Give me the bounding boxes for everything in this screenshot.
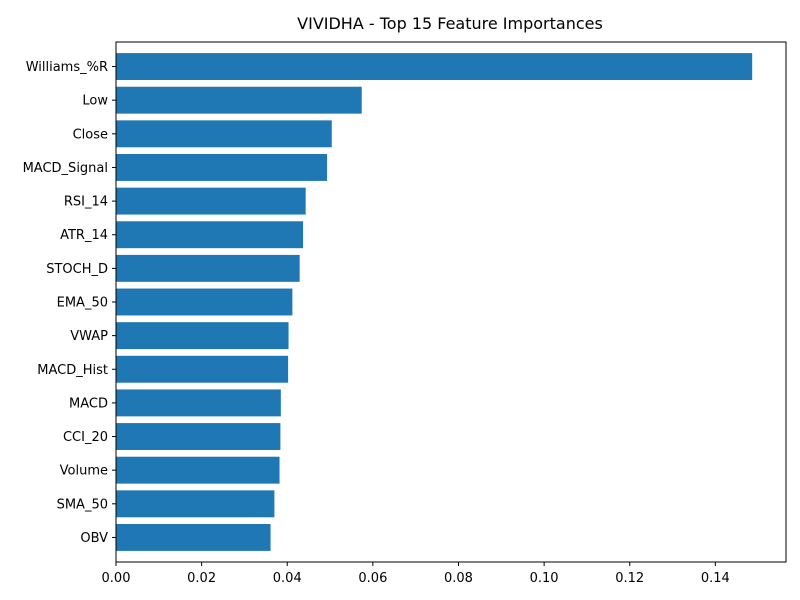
bar-volume: [116, 456, 280, 484]
y-tick-label: MACD: [69, 396, 108, 411]
bar-macd-signal: [116, 154, 328, 181]
y-tick-label: MACD_Signal: [23, 161, 108, 176]
y-tick-label: ATR_14: [60, 228, 108, 243]
bar-macd: [116, 389, 281, 417]
y-tick-label: Low: [82, 94, 108, 109]
bar-macd-hist: [116, 355, 289, 383]
x-tick-label: 0.06: [358, 571, 387, 586]
bar-low: [116, 86, 362, 114]
x-tick-label: 0.02: [187, 571, 216, 586]
x-tick-label: 0.00: [102, 571, 131, 586]
x-tick-label: 0.12: [615, 571, 644, 586]
y-tick-label: STOCH_D: [46, 262, 108, 277]
bar-atr-14: [116, 221, 304, 249]
x-tick-label: 0.08: [444, 571, 473, 586]
x-tick-label: 0.14: [701, 571, 730, 586]
y-ticks-layer: Williams_%R Low Close MACD_Signal RSI_14 ATR_…: [23, 60, 116, 546]
bar-vwap: [116, 322, 289, 350]
y-tick-label: OBV: [80, 531, 108, 546]
bar-stoch-d: [116, 254, 300, 282]
x-tick-label: 0.04: [273, 571, 302, 586]
y-tick-label: VWAP: [70, 329, 108, 344]
x-ticks-layer: 0.00 0.02 0.04 0.06 0.08 0.10 0.12 0.14: [102, 562, 730, 586]
chart-title: VIVIDHA - Top 15 Feature Importances: [297, 14, 603, 33]
bar-close: [116, 120, 332, 148]
y-tick-label: SMA_50: [57, 497, 108, 512]
y-tick-label: MACD_Hist: [37, 363, 108, 378]
bar-obv: [116, 523, 271, 551]
y-tick-label: EMA_50: [57, 296, 108, 311]
bar-williams-r: [116, 53, 753, 81]
bars-layer: [116, 53, 753, 551]
y-tick-label: Williams_%R: [26, 60, 108, 75]
x-tick-label: 0.10: [530, 571, 559, 586]
bar-sma-50: [116, 490, 275, 518]
y-tick-label: Volume: [60, 464, 108, 479]
bar-rsi-14: [116, 187, 306, 215]
bar-ema-50: [116, 288, 293, 316]
y-tick-label: RSI_14: [64, 195, 108, 210]
y-tick-label: CCI_20: [63, 430, 108, 445]
y-tick-label: Close: [73, 127, 108, 142]
bar-cci-20: [116, 423, 281, 450]
